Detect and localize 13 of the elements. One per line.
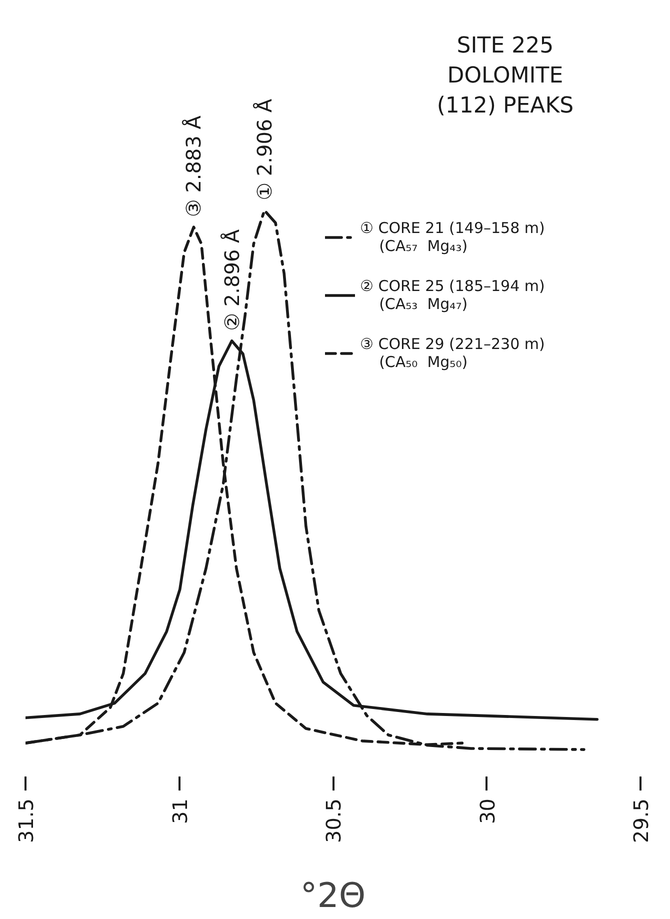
x-tick-label: 31: [168, 798, 192, 824]
legend-label: ② CORE 25 (185–194 m) (CA₅₃ Mg₄₇): [360, 277, 545, 313]
chart-title: SITE 225 DOLOMITE (112) PEAKS: [436, 34, 574, 118]
legend-label: ① CORE 21 (149–158 m) (CA₅₇ Mg₄₃): [360, 219, 545, 255]
x-tick-label: 31.5: [14, 798, 38, 844]
annotation: ③ 2.883 Å: [182, 115, 206, 218]
legend-label: ③ CORE 29 (221–230 m) (CA₅₀ Mg₅₀): [360, 335, 545, 371]
x-tick-label: 29.5: [629, 798, 653, 844]
x-tick-label: 30.5: [322, 798, 346, 844]
annotation: ① 2.906 Å: [252, 98, 276, 200]
annotation: ② 2.896 Å: [220, 228, 244, 331]
x-axis-title: °2Θ: [300, 876, 366, 916]
x-tick-label: 30: [475, 798, 500, 824]
